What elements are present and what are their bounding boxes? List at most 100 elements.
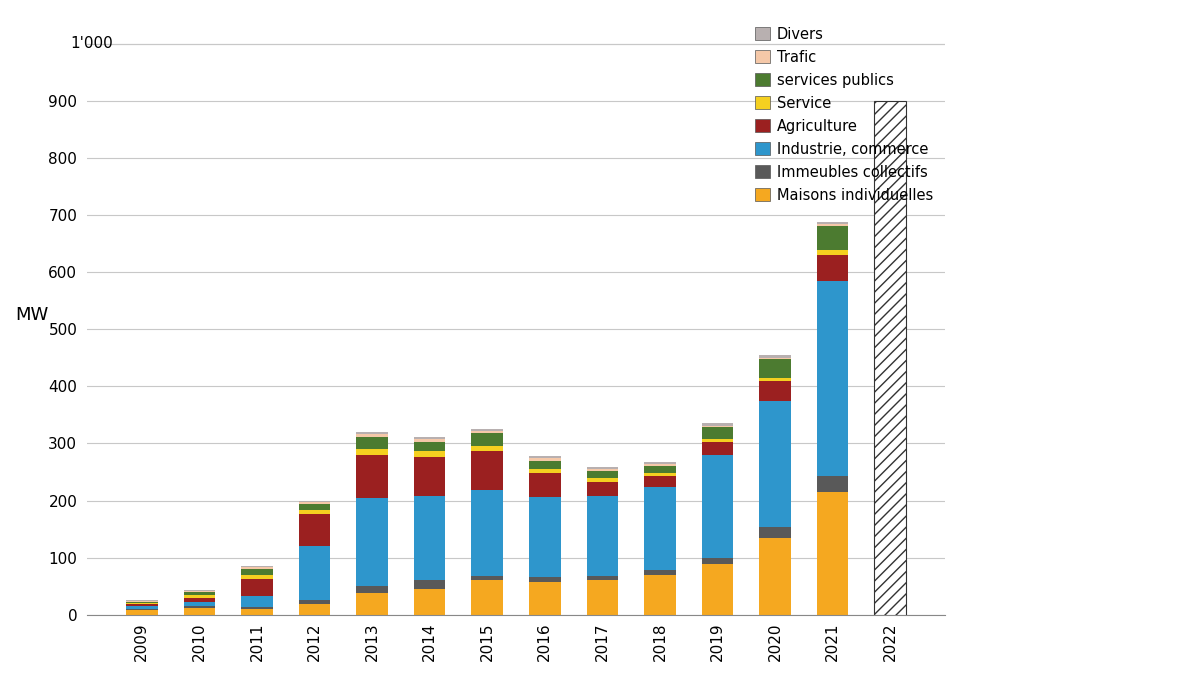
Bar: [644, 462, 676, 464]
Bar: [356, 437, 388, 449]
Bar: [702, 423, 733, 426]
Bar: [414, 496, 445, 581]
Bar: [241, 575, 272, 579]
Bar: [644, 464, 676, 466]
Bar: [356, 586, 388, 593]
Bar: [817, 226, 848, 250]
Bar: [126, 604, 157, 606]
Bar: [299, 604, 330, 614]
Bar: [587, 478, 618, 482]
Bar: [299, 504, 330, 510]
Text: 1'000: 1'000: [71, 36, 113, 51]
Bar: [817, 281, 848, 476]
Bar: [414, 439, 445, 441]
Y-axis label: MW: MW: [14, 306, 48, 324]
Bar: [241, 609, 272, 614]
Bar: [760, 360, 791, 378]
Bar: [241, 579, 272, 596]
Bar: [587, 496, 618, 576]
Bar: [702, 558, 733, 564]
Bar: [472, 576, 503, 581]
Bar: [299, 510, 330, 514]
Bar: [644, 575, 676, 614]
Bar: [241, 566, 272, 567]
Bar: [587, 467, 618, 469]
Bar: [472, 445, 503, 452]
Bar: [126, 609, 157, 610]
Bar: [126, 606, 157, 609]
Bar: [414, 452, 445, 457]
Legend: Divers, Trafic, services publics, Service, Agriculture, Industrie, commerce, Imm: Divers, Trafic, services publics, Servic…: [751, 22, 937, 207]
Bar: [414, 437, 445, 439]
Bar: [356, 593, 388, 614]
Bar: [587, 581, 618, 614]
Bar: [644, 476, 676, 487]
Bar: [356, 449, 388, 455]
Bar: [414, 581, 445, 589]
Bar: [126, 602, 157, 603]
Bar: [760, 401, 791, 527]
Bar: [702, 439, 733, 441]
Bar: [356, 434, 388, 437]
Bar: [529, 473, 560, 497]
Bar: [529, 497, 560, 577]
Bar: [760, 356, 791, 358]
Bar: [184, 606, 215, 608]
Bar: [241, 567, 272, 569]
Bar: [644, 466, 676, 473]
Bar: [760, 358, 791, 360]
Bar: [529, 469, 560, 473]
Bar: [472, 433, 503, 445]
Bar: [529, 458, 560, 460]
Bar: [702, 564, 733, 614]
Bar: [817, 224, 848, 226]
Bar: [184, 596, 215, 598]
Bar: [414, 457, 445, 496]
Bar: [126, 610, 157, 614]
Bar: [702, 455, 733, 558]
Bar: [529, 577, 560, 581]
Bar: [184, 592, 215, 596]
Bar: [587, 469, 618, 471]
Bar: [472, 431, 503, 433]
Bar: [587, 576, 618, 581]
Bar: [472, 452, 503, 490]
Bar: [356, 432, 388, 434]
Bar: [817, 222, 848, 224]
Bar: [817, 255, 848, 281]
Bar: [184, 590, 215, 592]
Bar: [299, 502, 330, 504]
Bar: [817, 476, 848, 492]
Bar: [760, 381, 791, 401]
Bar: [587, 482, 618, 496]
Bar: [644, 473, 676, 476]
Bar: [472, 490, 503, 576]
Bar: [241, 607, 272, 609]
Bar: [299, 600, 330, 604]
Bar: [356, 498, 388, 586]
Bar: [702, 426, 733, 427]
Bar: [529, 456, 560, 458]
Bar: [126, 603, 157, 604]
Bar: [299, 546, 330, 600]
Bar: [875, 101, 906, 614]
Bar: [587, 471, 618, 478]
Bar: [299, 514, 330, 546]
Bar: [472, 429, 503, 431]
Bar: [760, 378, 791, 381]
Bar: [702, 427, 733, 439]
Bar: [529, 581, 560, 614]
Bar: [472, 581, 503, 614]
Bar: [184, 608, 215, 614]
Bar: [817, 492, 848, 614]
Bar: [241, 569, 272, 575]
Bar: [529, 460, 560, 469]
Bar: [414, 441, 445, 452]
Bar: [184, 602, 215, 606]
Bar: [760, 537, 791, 614]
Bar: [184, 598, 215, 602]
Bar: [241, 596, 272, 607]
Bar: [299, 501, 330, 502]
Bar: [760, 527, 791, 537]
Bar: [414, 589, 445, 614]
